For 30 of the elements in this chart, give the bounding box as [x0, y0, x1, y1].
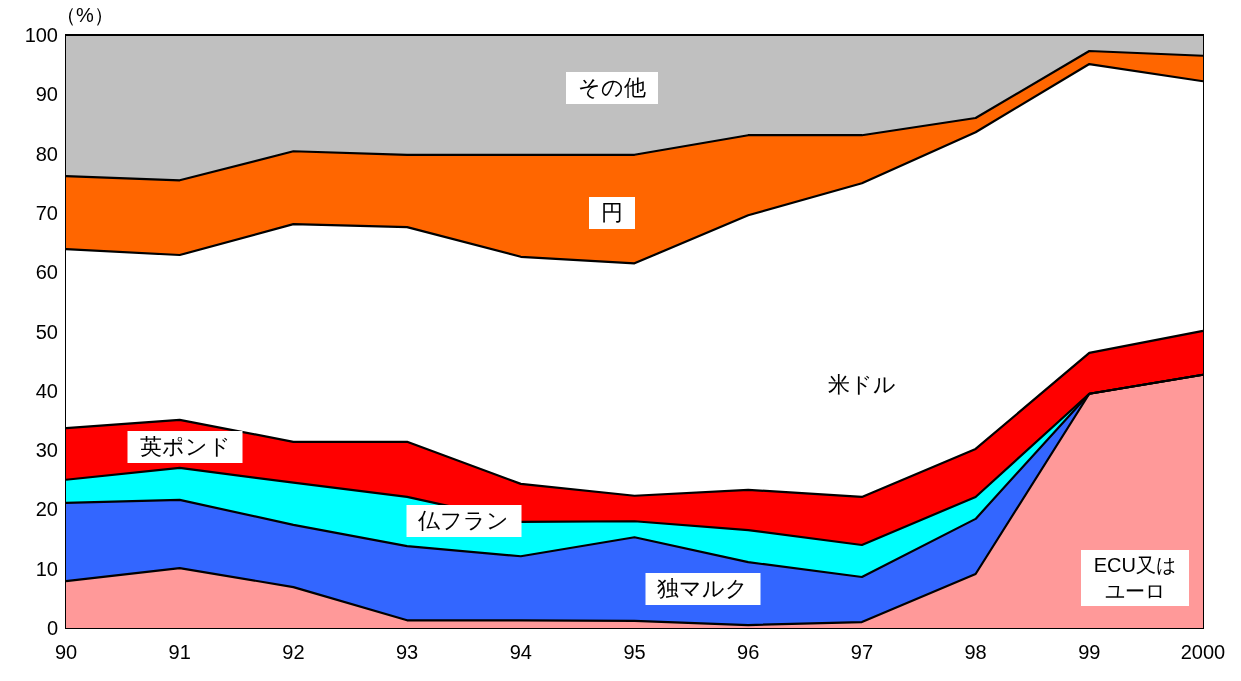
series-label: 米ドル — [826, 370, 897, 399]
x-tick-label: 2000 — [1180, 641, 1226, 663]
series-label: ECU又はユーロ — [1080, 549, 1189, 606]
x-tick-label: 93 — [395, 641, 419, 663]
series-label: その他 — [565, 72, 658, 105]
y-tick-label: 30 — [35, 439, 58, 462]
x-tick-label: 91 — [168, 641, 191, 663]
y-tick-label: 60 — [35, 261, 58, 284]
x-tick-label: 96 — [737, 641, 760, 663]
series-label: 独マルク — [645, 573, 761, 606]
y-tick-label: 70 — [35, 201, 58, 224]
x-tick-label: 95 — [623, 641, 646, 663]
x-tick-label: 99 — [1078, 641, 1101, 663]
y-tick-label: 40 — [35, 379, 58, 402]
x-tick-label: 97 — [850, 641, 874, 663]
x-tick-label: 90 — [54, 641, 78, 663]
y-tick-label: 90 — [35, 83, 58, 106]
y-tick-label: 10 — [35, 557, 58, 580]
x-tick-label: 94 — [509, 641, 532, 663]
series-label: 英ポンド — [127, 431, 243, 464]
series-label: 仏フラン — [406, 505, 522, 538]
y-tick-label: 50 — [35, 320, 58, 343]
series-label: 円 — [588, 196, 635, 229]
y-tick-label: 80 — [35, 142, 58, 165]
x-tick-label: 92 — [282, 641, 305, 663]
y-tick-label: 0 — [46, 617, 58, 639]
y-tick-label: 20 — [35, 498, 58, 521]
y-axis-title: （%） — [56, 4, 114, 27]
y-tick-label: 100 — [24, 24, 58, 46]
x-tick-label: 98 — [964, 641, 987, 663]
